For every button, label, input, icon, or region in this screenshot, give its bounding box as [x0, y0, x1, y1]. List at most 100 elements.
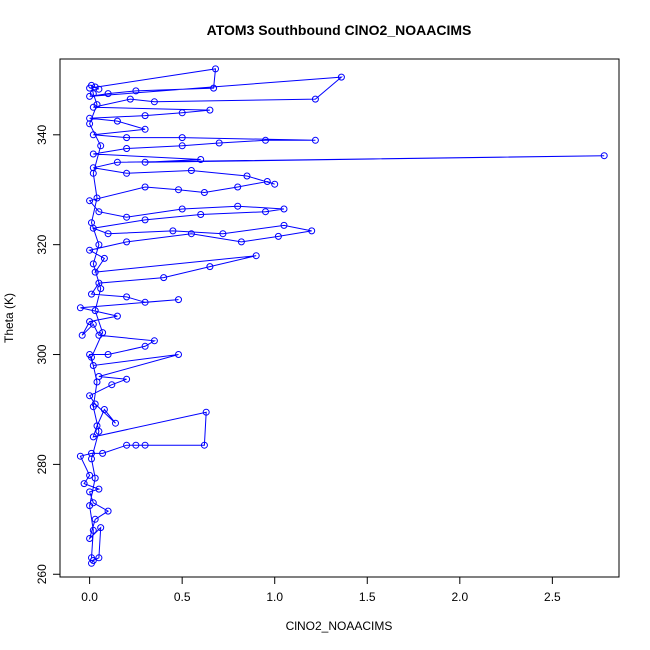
x-tick-label: 0.5 — [174, 590, 191, 604]
data-point — [234, 183, 242, 191]
data-point — [200, 441, 208, 449]
data-point — [89, 150, 97, 158]
data-point — [141, 441, 149, 449]
data-point — [252, 252, 260, 260]
data-point — [169, 227, 177, 235]
y-axis-label: Theta (K) — [2, 293, 16, 343]
data-point — [91, 268, 99, 276]
data-point — [311, 95, 319, 103]
data-point — [210, 84, 218, 92]
data-point — [89, 260, 97, 268]
data-point — [123, 145, 131, 152]
data-point — [97, 285, 105, 293]
data-point — [150, 98, 158, 106]
data-point — [197, 156, 205, 163]
data-point — [141, 342, 149, 350]
data-point — [600, 152, 608, 160]
data-point — [187, 167, 195, 174]
data-point — [88, 554, 95, 562]
series-line — [79, 68, 605, 564]
x-tick-label: 1.0 — [266, 590, 283, 604]
data-point — [215, 139, 223, 147]
data-point — [89, 362, 97, 369]
data-point — [86, 392, 94, 400]
data-point — [95, 208, 103, 216]
data-point — [113, 312, 121, 320]
data-point — [93, 194, 101, 202]
data-point — [206, 263, 214, 271]
data-point — [86, 246, 94, 254]
data-point — [175, 186, 182, 194]
data-point — [200, 189, 208, 196]
data-point — [263, 178, 271, 185]
data-point — [104, 230, 112, 238]
data-point — [160, 274, 168, 282]
data-point — [104, 90, 112, 98]
data-point — [88, 219, 95, 227]
data-point — [100, 254, 108, 262]
data-point — [234, 202, 242, 210]
data-point — [89, 131, 97, 139]
data-point — [141, 125, 149, 133]
data-point — [93, 378, 101, 386]
data-point — [89, 90, 97, 98]
data-point — [141, 112, 149, 120]
data-point — [89, 403, 97, 411]
data-point — [95, 485, 103, 493]
series-clno2 — [76, 65, 608, 567]
x-axis-label: ClNO2_NOAACIMS — [286, 619, 393, 633]
y-tick-label: 320 — [35, 234, 49, 254]
y-tick-label: 340 — [35, 124, 49, 144]
data-point — [91, 307, 99, 315]
data-point — [99, 449, 107, 457]
data-point — [178, 142, 186, 150]
data-point — [271, 180, 279, 188]
data-point — [311, 136, 319, 144]
data-point — [76, 304, 84, 312]
data-point — [123, 375, 131, 383]
data-point — [100, 406, 108, 413]
data-point — [219, 230, 227, 238]
data-point — [123, 441, 131, 449]
data-point — [178, 109, 186, 117]
data-point — [95, 241, 103, 249]
data-point — [104, 507, 112, 515]
data-point — [123, 213, 131, 221]
data-point — [86, 471, 94, 479]
data-point — [95, 85, 103, 93]
data-point — [123, 169, 131, 177]
data-point — [132, 441, 140, 449]
data-point — [89, 169, 97, 177]
data-point — [88, 81, 95, 89]
y-tick-label: 260 — [35, 564, 49, 584]
data-point — [150, 337, 158, 345]
data-point — [112, 419, 119, 427]
data-point — [108, 381, 116, 389]
y-axis: 260 280 300 320 340 — [35, 124, 61, 584]
data-point — [123, 238, 131, 246]
x-tick-label: 2.5 — [544, 590, 561, 604]
data-point — [89, 433, 97, 441]
data-point — [91, 515, 99, 523]
data-point — [93, 101, 101, 109]
data-point — [212, 65, 219, 73]
data-point — [88, 353, 95, 361]
data-point — [80, 480, 88, 488]
data-point — [280, 205, 288, 213]
data-point — [187, 230, 195, 238]
data-point — [91, 83, 99, 91]
data-point — [86, 120, 94, 128]
data-point — [337, 73, 345, 81]
data-point — [86, 488, 94, 496]
data-point — [141, 298, 149, 306]
data-point — [113, 158, 121, 166]
data-point — [237, 238, 245, 246]
data-point — [262, 208, 269, 216]
x-tick-label: 1.5 — [359, 590, 376, 604]
data-point — [104, 351, 112, 358]
data-point — [88, 290, 95, 298]
data-point — [206, 106, 214, 114]
chart-title: ATOM3 Southbound ClNO2_NOAACIMS — [207, 22, 472, 38]
data-point — [113, 117, 121, 125]
